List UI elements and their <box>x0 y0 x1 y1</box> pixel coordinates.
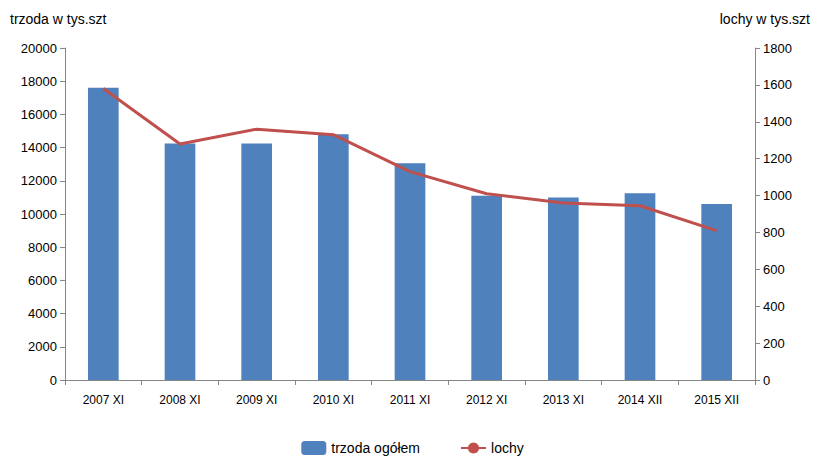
svg-text:200: 200 <box>763 336 785 351</box>
svg-text:lochy: lochy <box>491 440 524 456</box>
svg-text:10000: 10000 <box>21 207 57 222</box>
svg-text:2011 XI: 2011 XI <box>390 393 430 407</box>
svg-text:12000: 12000 <box>21 173 57 188</box>
svg-text:0: 0 <box>50 373 57 388</box>
svg-text:16000: 16000 <box>21 107 57 122</box>
svg-text:2014 XII: 2014 XII <box>618 393 663 407</box>
svg-text:2013 XI: 2013 XI <box>543 393 584 407</box>
svg-text:400: 400 <box>763 299 785 314</box>
svg-text:1600: 1600 <box>763 77 792 92</box>
svg-text:1000: 1000 <box>763 188 792 203</box>
svg-text:1400: 1400 <box>763 114 792 129</box>
svg-text:4000: 4000 <box>28 306 57 321</box>
svg-text:14000: 14000 <box>21 140 57 155</box>
svg-text:20000: 20000 <box>21 41 57 56</box>
svg-text:800: 800 <box>763 225 785 240</box>
svg-text:6000: 6000 <box>28 273 57 288</box>
svg-text:lochy w tys.szt: lochy w tys.szt <box>720 11 810 27</box>
svg-text:2010 XI: 2010 XI <box>313 393 354 407</box>
svg-text:1200: 1200 <box>763 151 792 166</box>
svg-text:2000: 2000 <box>28 339 57 354</box>
svg-text:0: 0 <box>763 373 770 388</box>
svg-text:2012 XI: 2012 XI <box>466 393 507 407</box>
svg-text:18000: 18000 <box>21 74 57 89</box>
svg-text:2008 XI: 2008 XI <box>159 393 200 407</box>
svg-text:trzoda w tys.szt: trzoda w tys.szt <box>10 11 107 27</box>
svg-text:trzoda ogółem: trzoda ogółem <box>331 440 420 456</box>
svg-text:600: 600 <box>763 262 785 277</box>
svg-text:2009 XI: 2009 XI <box>236 393 277 407</box>
svg-text:2015 XII: 2015 XII <box>694 393 739 407</box>
svg-text:1800: 1800 <box>763 41 792 56</box>
svg-text:8000: 8000 <box>28 240 57 255</box>
svg-text:2007 XI: 2007 XI <box>83 393 124 407</box>
